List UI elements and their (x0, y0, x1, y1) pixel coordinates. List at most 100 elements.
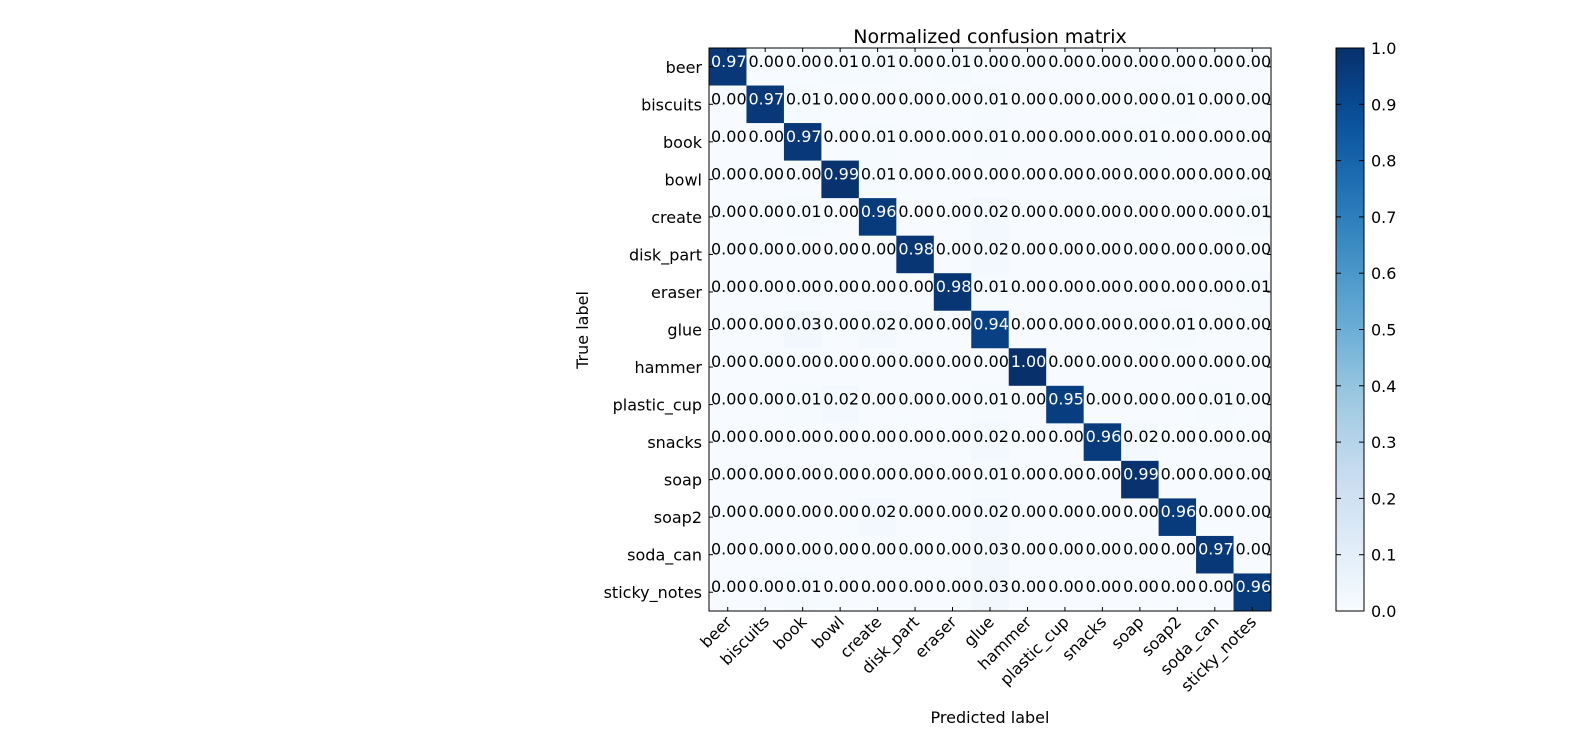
cell-value-biscuits-book: 0.01 (786, 89, 822, 108)
heatmap-cell-biscuits-plastic_cup (1046, 85, 1085, 124)
heatmap-cell-sticky_notes-soap2 (1158, 573, 1197, 612)
cell-value-sticky_notes-beer: 0.00 (711, 577, 747, 596)
heatmap-cell-beer-soda_can (1196, 48, 1235, 87)
cell-value-plastic_cup-glue: 0.01 (973, 390, 1009, 409)
heatmap-cell-plastic_cup-disk_part (896, 385, 935, 424)
cell-value-disk_part-hammer: 0.00 (1011, 239, 1047, 258)
cell-value-eraser-hammer: 0.00 (1011, 277, 1047, 296)
heatmap-cell-soap-hammer (1008, 460, 1047, 499)
cell-value-create-eraser: 0.00 (936, 202, 972, 221)
cell-value-sticky_notes-hammer: 0.00 (1011, 577, 1047, 596)
heatmap-cell-glue-soda_can (1196, 310, 1235, 349)
cell-value-beer-plastic_cup: 0.00 (1048, 52, 1084, 71)
cell-value-create-book: 0.01 (786, 202, 822, 221)
heatmap-cell-biscuits-eraser (933, 85, 972, 124)
cell-value-create-bowl: 0.00 (823, 202, 859, 221)
cell-value-soap2-book: 0.00 (786, 502, 822, 521)
cell-value-glue-disk_part: 0.00 (898, 315, 934, 334)
heatmap-cell-book-beer (709, 123, 747, 162)
heatmap-cell-soap2-create (858, 498, 897, 537)
y-axis-ticks: beer biscuits book bowl create disk_parterase… (604, 58, 1271, 603)
cell-value-book-disk_part: 0.00 (898, 127, 934, 146)
cell-value-snacks-bowl: 0.00 (823, 427, 859, 446)
heatmap-cell-disk_part-soap2 (1158, 235, 1197, 274)
heatmap-cell-plastic_cup-soap (1121, 385, 1160, 424)
cell-value-eraser-biscuits: 0.00 (748, 277, 784, 296)
cell-value-sticky_notes-bowl: 0.00 (823, 577, 859, 596)
cell-value-eraser-book: 0.00 (786, 277, 822, 296)
cell-value-book-book: 0.97 (786, 127, 822, 146)
heatmap-cell-soap2-disk_part (896, 498, 935, 537)
cell-value-snacks-sticky_notes: 0.00 (1236, 427, 1272, 446)
cell-value-soap-disk_part: 0.00 (898, 465, 934, 484)
cell-value-bowl-disk_part: 0.00 (898, 164, 934, 183)
heatmap-cell-soap2-glue (971, 498, 1010, 537)
heatmap-cell-hammer-snacks (1083, 348, 1122, 387)
cell-value-book-sticky_notes: 0.00 (1236, 127, 1272, 146)
heatmap-cell-soap-soda_can (1196, 460, 1235, 499)
heatmap-cell-glue-plastic_cup (1046, 310, 1085, 349)
cell-value-create-create: 0.96 (861, 202, 897, 221)
cell-value-sticky_notes-plastic_cup: 0.00 (1048, 577, 1084, 596)
heatmap-cell-hammer-soap (1121, 348, 1160, 387)
heatmap-cell-disk_part-disk_part (896, 235, 935, 274)
cell-value-glue-soap2: 0.01 (1161, 315, 1197, 334)
cell-value-glue-soda_can: 0.00 (1198, 315, 1234, 334)
cell-value-soap2-snacks: 0.00 (1086, 502, 1122, 521)
heatmap-cell-book-book (783, 123, 822, 162)
cell-value-beer-eraser: 0.01 (936, 52, 972, 71)
heatmap-cell-beer-glue (971, 48, 1010, 87)
cell-value-soap-soap2: 0.00 (1161, 465, 1197, 484)
cell-value-bowl-bowl: 0.99 (823, 164, 859, 183)
heatmap-cell-soap-eraser (933, 460, 972, 499)
cell-value-soap-beer: 0.00 (711, 465, 747, 484)
cell-value-book-biscuits: 0.00 (748, 127, 784, 146)
cell-value-sticky_notes-soda_can: 0.00 (1198, 577, 1234, 596)
heatmap-cell-beer-disk_part (896, 48, 935, 87)
cell-value-plastic_cup-disk_part: 0.00 (898, 390, 934, 409)
heatmap-cell-hammer-book (783, 348, 822, 387)
heatmap-cell-create-beer (709, 198, 747, 237)
heatmap-cell-biscuits-book (783, 85, 822, 124)
cell-value-hammer-book: 0.00 (786, 352, 822, 371)
heatmap-cell-create-plastic_cup (1046, 198, 1085, 237)
heatmap-cell-plastic_cup-soap2 (1158, 385, 1197, 424)
heatmap-cell-create-biscuits (746, 198, 785, 237)
colorbar-ticks: 0.0 0.1 0.2 0.3 0.4 0.5 0.6 0.7 0.8 0.9 1.0 (1336, 39, 1396, 621)
cell-value-eraser-glue: 0.01 (973, 277, 1009, 296)
colorbar-tick-label-0.6: 0.6 (1371, 264, 1396, 283)
y-tick-label-bowl: bowl (665, 170, 702, 189)
cell-value-beer-glue: 0.00 (973, 52, 1009, 71)
heatmap-cell-hammer-biscuits (746, 348, 785, 387)
heatmap-cell-plastic_cup-bowl (821, 385, 860, 424)
cell-value-soap-bowl: 0.00 (823, 465, 859, 484)
heatmap-cell-soap2-biscuits (746, 498, 785, 537)
cell-value-hammer-sticky_notes: 0.00 (1236, 352, 1272, 371)
colorbar-tick-label-0.3: 0.3 (1371, 433, 1396, 452)
cell-value-soap2-soap: 0.00 (1123, 502, 1159, 521)
cell-value-soap2-create: 0.02 (861, 502, 897, 521)
heatmap-cell-hammer-hammer (1008, 348, 1047, 387)
heatmap-cell-sticky_notes-biscuits (746, 573, 785, 612)
cell-value-soda_can-biscuits: 0.00 (748, 540, 784, 559)
heatmap-cell-hammer-soap2 (1158, 348, 1197, 387)
heatmap-cell-disk_part-soda_can (1196, 235, 1235, 274)
heatmap-cell-biscuits-soap (1121, 85, 1160, 124)
heatmap-cell-soda_can-bowl (821, 535, 860, 574)
heatmap-cell-book-eraser (933, 123, 972, 162)
heatmap-cell-bowl-glue (971, 160, 1010, 199)
heatmap-cell-beer-create (858, 48, 897, 87)
heatmap-cell-snacks-create (858, 423, 897, 462)
cell-value-eraser-beer: 0.00 (711, 277, 747, 296)
heatmap-cell-soap-plastic_cup (1046, 460, 1085, 499)
cell-value-sticky_notes-book: 0.01 (786, 577, 822, 596)
cell-value-create-hammer: 0.00 (1011, 202, 1047, 221)
heatmap-cell-snacks-glue (971, 423, 1010, 462)
cell-value-plastic_cup-sticky_notes: 0.00 (1236, 390, 1272, 409)
heatmap-cell-sticky_notes-snacks (1083, 573, 1122, 612)
heatmap-cell-soda_can-soda_can (1196, 535, 1235, 574)
cell-value-bowl-beer: 0.00 (711, 164, 747, 183)
cell-value-soap-eraser: 0.00 (936, 465, 972, 484)
heatmap-cell-hammer-disk_part (896, 348, 935, 387)
colorbar-tick-label-0.4: 0.4 (1371, 377, 1396, 396)
